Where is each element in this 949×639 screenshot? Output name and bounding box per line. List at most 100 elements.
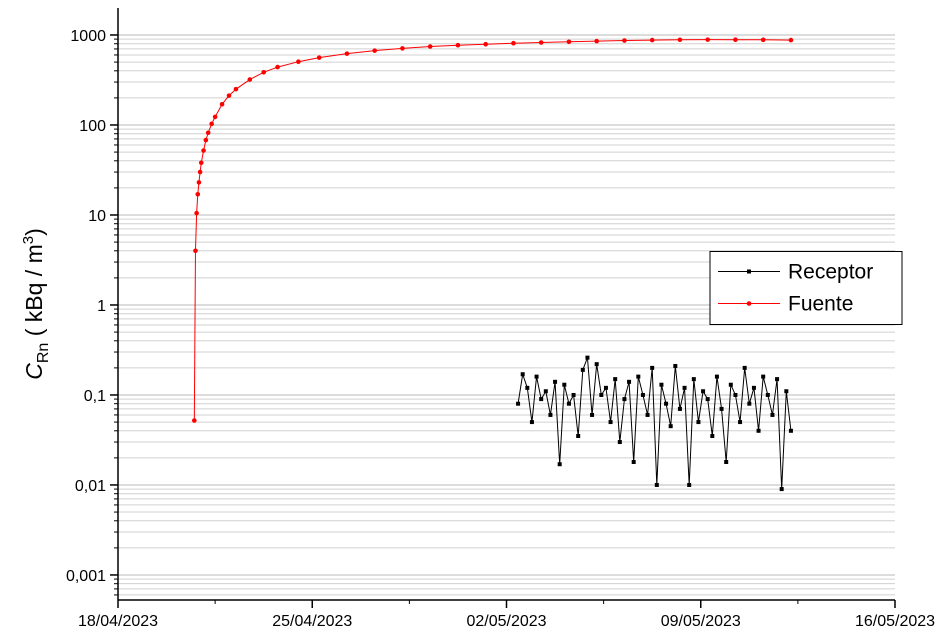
- point: [775, 377, 780, 382]
- point: [677, 37, 683, 43]
- point: [226, 93, 232, 98]
- point: [580, 367, 585, 372]
- point: [696, 420, 701, 425]
- point: [654, 482, 659, 487]
- point: [760, 37, 766, 43]
- point: [590, 412, 595, 417]
- point: [198, 160, 204, 166]
- point: [701, 389, 706, 394]
- series: [192, 37, 794, 423]
- point: [197, 169, 203, 175]
- point: [751, 385, 756, 390]
- point: [714, 374, 719, 379]
- point: [631, 459, 636, 464]
- point: [193, 248, 198, 254]
- point: [571, 392, 576, 397]
- point: [756, 428, 761, 433]
- point: [617, 440, 622, 445]
- y-label-end: ): [21, 228, 47, 236]
- point: [659, 382, 664, 387]
- point: [710, 434, 715, 439]
- point: [677, 406, 682, 411]
- x-tick-label: 25/04/2023: [272, 613, 352, 630]
- point: [529, 420, 534, 425]
- x-tick-label: 02/05/2023: [466, 613, 546, 630]
- x-tick-label: 09/05/2023: [661, 613, 741, 630]
- point: [673, 363, 678, 368]
- point: [622, 38, 627, 43]
- point: [543, 389, 548, 394]
- point: [192, 418, 197, 423]
- point: [742, 365, 747, 370]
- y-tick-label: 100: [79, 118, 106, 135]
- point: [557, 462, 562, 467]
- point: [664, 401, 669, 406]
- point: [738, 420, 743, 425]
- point: [233, 86, 239, 92]
- series: [516, 355, 793, 492]
- y-tick-label: 0,001: [66, 568, 106, 585]
- series-line: [193, 39, 791, 421]
- point: [566, 39, 572, 45]
- point: [788, 428, 793, 433]
- point: [275, 64, 280, 70]
- point: [212, 114, 218, 120]
- point: [562, 382, 567, 387]
- point: [196, 180, 202, 185]
- point: [219, 101, 225, 107]
- point: [779, 487, 784, 492]
- point: [705, 397, 710, 402]
- point: [719, 406, 724, 411]
- point: [724, 459, 729, 464]
- y-axis-label: CRn ( kBq / m3): [20, 228, 52, 380]
- point: [747, 401, 752, 406]
- point: [201, 148, 206, 153]
- point: [705, 37, 710, 42]
- point: [636, 374, 641, 379]
- legend-marker: [746, 301, 752, 306]
- point: [455, 42, 461, 48]
- point: [728, 382, 733, 387]
- point: [594, 38, 599, 44]
- point: [205, 130, 211, 136]
- point: [261, 69, 266, 75]
- legend: Receptor Fuente: [709, 251, 903, 325]
- point: [511, 40, 516, 46]
- point: [194, 210, 199, 216]
- point: [483, 41, 488, 47]
- point: [553, 379, 558, 384]
- point: [761, 374, 766, 379]
- point: [247, 77, 253, 82]
- point: [691, 377, 696, 382]
- point: [296, 59, 301, 64]
- legend-marker: [747, 269, 751, 274]
- point: [516, 401, 521, 406]
- legend-label: Fuente: [788, 293, 853, 316]
- legend-label: Receptor: [788, 261, 873, 284]
- legend-box: [709, 251, 903, 325]
- point: [682, 385, 687, 390]
- point: [613, 377, 618, 382]
- y-tick-label: 10: [88, 208, 106, 225]
- point: [594, 362, 599, 367]
- point: [668, 424, 673, 429]
- point: [585, 355, 590, 360]
- point: [203, 137, 209, 143]
- point: [784, 389, 789, 394]
- y-tick-label: 0,1: [84, 388, 106, 405]
- point: [538, 40, 544, 45]
- point: [400, 46, 405, 51]
- point: [622, 397, 627, 402]
- point: [566, 401, 571, 406]
- x-tick-label: 18/04/2023: [78, 613, 158, 630]
- point: [539, 397, 544, 402]
- y-label-main: C: [21, 363, 47, 380]
- point: [640, 392, 645, 397]
- y-tick-label: 1000: [70, 28, 106, 45]
- point: [608, 420, 613, 425]
- point: [209, 121, 214, 127]
- point: [645, 412, 650, 417]
- point: [770, 412, 775, 417]
- y-tick-label: 0,01: [75, 478, 106, 495]
